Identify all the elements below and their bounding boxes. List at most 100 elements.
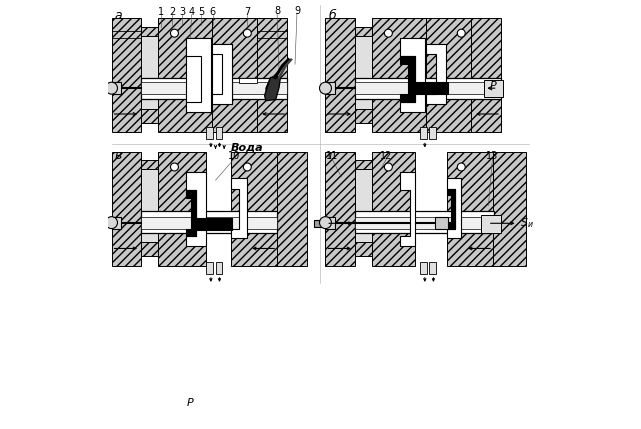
Text: 5: 5 (198, 7, 204, 17)
Bar (326, 152, 355, 266)
Circle shape (171, 29, 178, 37)
Text: 13: 13 (487, 151, 499, 161)
Circle shape (319, 217, 331, 229)
Circle shape (106, 217, 117, 229)
Circle shape (385, 29, 392, 37)
Bar (212, 45, 232, 104)
Polygon shape (447, 178, 462, 238)
Circle shape (385, 163, 392, 171)
Polygon shape (447, 189, 454, 229)
Bar (435, 217, 448, 229)
Bar (215, 127, 222, 139)
Bar (141, 36, 158, 109)
Polygon shape (187, 38, 211, 112)
Bar (471, 18, 501, 132)
Text: 1: 1 (158, 7, 164, 17)
Bar (355, 82, 501, 94)
Bar (355, 27, 372, 123)
Bar (372, 18, 426, 132)
Text: Вода: Вода (231, 143, 263, 153)
Text: б: б (329, 9, 337, 22)
Bar (429, 127, 436, 139)
Polygon shape (401, 38, 425, 112)
Text: 6: 6 (210, 7, 216, 17)
Bar (257, 18, 287, 132)
Bar (141, 82, 287, 94)
Bar (212, 18, 257, 132)
Bar (112, 152, 141, 266)
Circle shape (106, 82, 117, 94)
Polygon shape (401, 172, 415, 246)
Bar (141, 27, 158, 123)
Text: г: г (329, 149, 335, 162)
Bar (158, 152, 206, 266)
Polygon shape (231, 178, 247, 238)
Circle shape (457, 29, 465, 37)
Bar (158, 18, 212, 132)
Bar (215, 262, 222, 274)
Bar (112, 18, 141, 132)
Text: 3: 3 (179, 7, 185, 17)
Bar (187, 38, 211, 112)
Bar (314, 220, 326, 227)
Circle shape (244, 29, 251, 37)
Text: 2: 2 (169, 7, 176, 17)
Bar (481, 215, 501, 233)
Text: 10: 10 (228, 151, 240, 161)
Polygon shape (401, 56, 415, 102)
Bar (447, 152, 493, 266)
Circle shape (457, 163, 465, 171)
Bar (141, 217, 277, 229)
Text: 9: 9 (294, 6, 300, 16)
Bar (493, 152, 526, 266)
Bar (141, 211, 277, 233)
Polygon shape (426, 45, 446, 104)
Bar (206, 127, 213, 139)
Bar (178, 401, 183, 408)
Circle shape (319, 82, 331, 94)
Bar (206, 262, 213, 274)
Bar (141, 160, 158, 257)
Text: в: в (115, 149, 122, 162)
Circle shape (171, 163, 178, 171)
Text: а: а (115, 9, 122, 22)
Polygon shape (212, 45, 232, 104)
Text: P: P (490, 81, 496, 91)
Bar (426, 18, 471, 132)
Bar (372, 152, 415, 266)
Bar (141, 78, 287, 100)
Bar (355, 211, 494, 233)
Polygon shape (187, 190, 196, 236)
Circle shape (244, 163, 251, 171)
Polygon shape (265, 78, 280, 101)
Text: $S_и$: $S_и$ (520, 216, 533, 230)
Bar (239, 78, 257, 83)
Bar (326, 82, 335, 94)
Bar (355, 169, 372, 242)
Text: 8: 8 (274, 6, 280, 16)
Text: 11: 11 (326, 151, 338, 161)
Polygon shape (187, 172, 206, 246)
Bar (420, 262, 427, 274)
Bar (355, 78, 501, 100)
Bar (277, 152, 307, 266)
Bar (429, 262, 436, 274)
Bar (485, 79, 503, 97)
Bar (355, 160, 372, 257)
Bar (355, 36, 372, 109)
Bar (326, 18, 355, 132)
Bar (141, 169, 158, 242)
Text: 7: 7 (244, 7, 251, 17)
Bar (415, 82, 448, 94)
Bar (326, 217, 335, 229)
Text: P: P (187, 399, 193, 408)
Polygon shape (266, 76, 279, 100)
Bar (420, 127, 427, 139)
Bar (112, 217, 121, 229)
Bar (196, 218, 232, 230)
Bar (112, 82, 121, 94)
Text: 4: 4 (188, 7, 195, 17)
Bar (231, 152, 277, 266)
Text: 12: 12 (380, 151, 392, 161)
Bar (355, 217, 494, 229)
